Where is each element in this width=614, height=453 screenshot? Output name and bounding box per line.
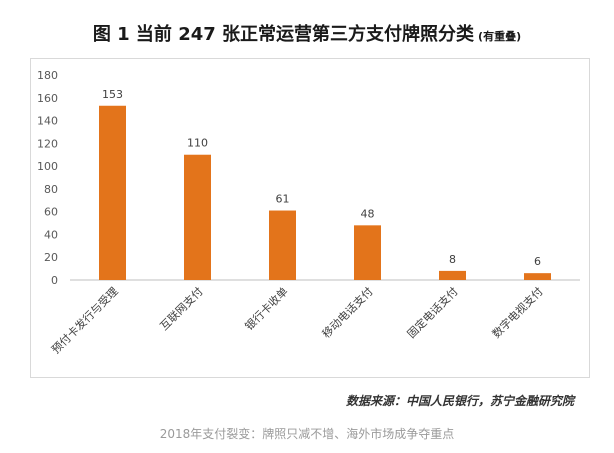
chart-title: 图 1 当前 247 张正常运营第三方支付牌照分类 (有重叠) bbox=[0, 20, 614, 46]
bar bbox=[269, 210, 296, 280]
y-tick-label: 120 bbox=[37, 137, 58, 150]
x-tick-label: 移动电话支付 bbox=[320, 285, 376, 341]
data-label: 48 bbox=[361, 207, 375, 220]
y-tick-label: 80 bbox=[44, 183, 58, 196]
data-label: 110 bbox=[187, 137, 208, 150]
y-tick-label: 140 bbox=[37, 115, 58, 128]
y-tick-label: 160 bbox=[37, 92, 58, 105]
y-tick-label: 20 bbox=[44, 251, 58, 264]
y-tick-label: 100 bbox=[37, 160, 58, 173]
data-label: 6 bbox=[534, 255, 541, 268]
bar bbox=[524, 273, 551, 280]
article-caption: 2018年支付裂变：牌照只减不增、海外市场成争夺重点 bbox=[159, 427, 455, 441]
data-source: 数据来源：中国人民银行，苏宁金融研究院 bbox=[345, 394, 574, 408]
chart-title-text: 图 1 当前 247 张正常运营第三方支付牌照分类 bbox=[92, 24, 475, 45]
bar bbox=[184, 154, 211, 280]
y-tick-label: 40 bbox=[44, 228, 58, 241]
y-tick-label: 0 bbox=[51, 274, 58, 287]
bar bbox=[354, 225, 381, 280]
y-tick-label: 180 bbox=[37, 69, 58, 82]
x-tick-label: 数字电视支付 bbox=[489, 284, 546, 341]
bar bbox=[439, 270, 466, 280]
x-tick-label: 互联网支付 bbox=[158, 285, 206, 333]
data-label: 8 bbox=[449, 253, 456, 266]
x-tick-label: 银行卡收单 bbox=[242, 284, 291, 333]
data-label: 61 bbox=[276, 193, 290, 206]
data-label: 153 bbox=[102, 88, 123, 101]
x-tick-label: 预付卡发行与受理 bbox=[48, 284, 120, 356]
y-tick-label: 60 bbox=[44, 206, 58, 219]
x-tick-label: 固定电话支付 bbox=[404, 284, 461, 341]
chart-frame bbox=[30, 58, 590, 378]
bar bbox=[99, 105, 126, 280]
chart-title-note: (有重叠) bbox=[478, 30, 522, 43]
